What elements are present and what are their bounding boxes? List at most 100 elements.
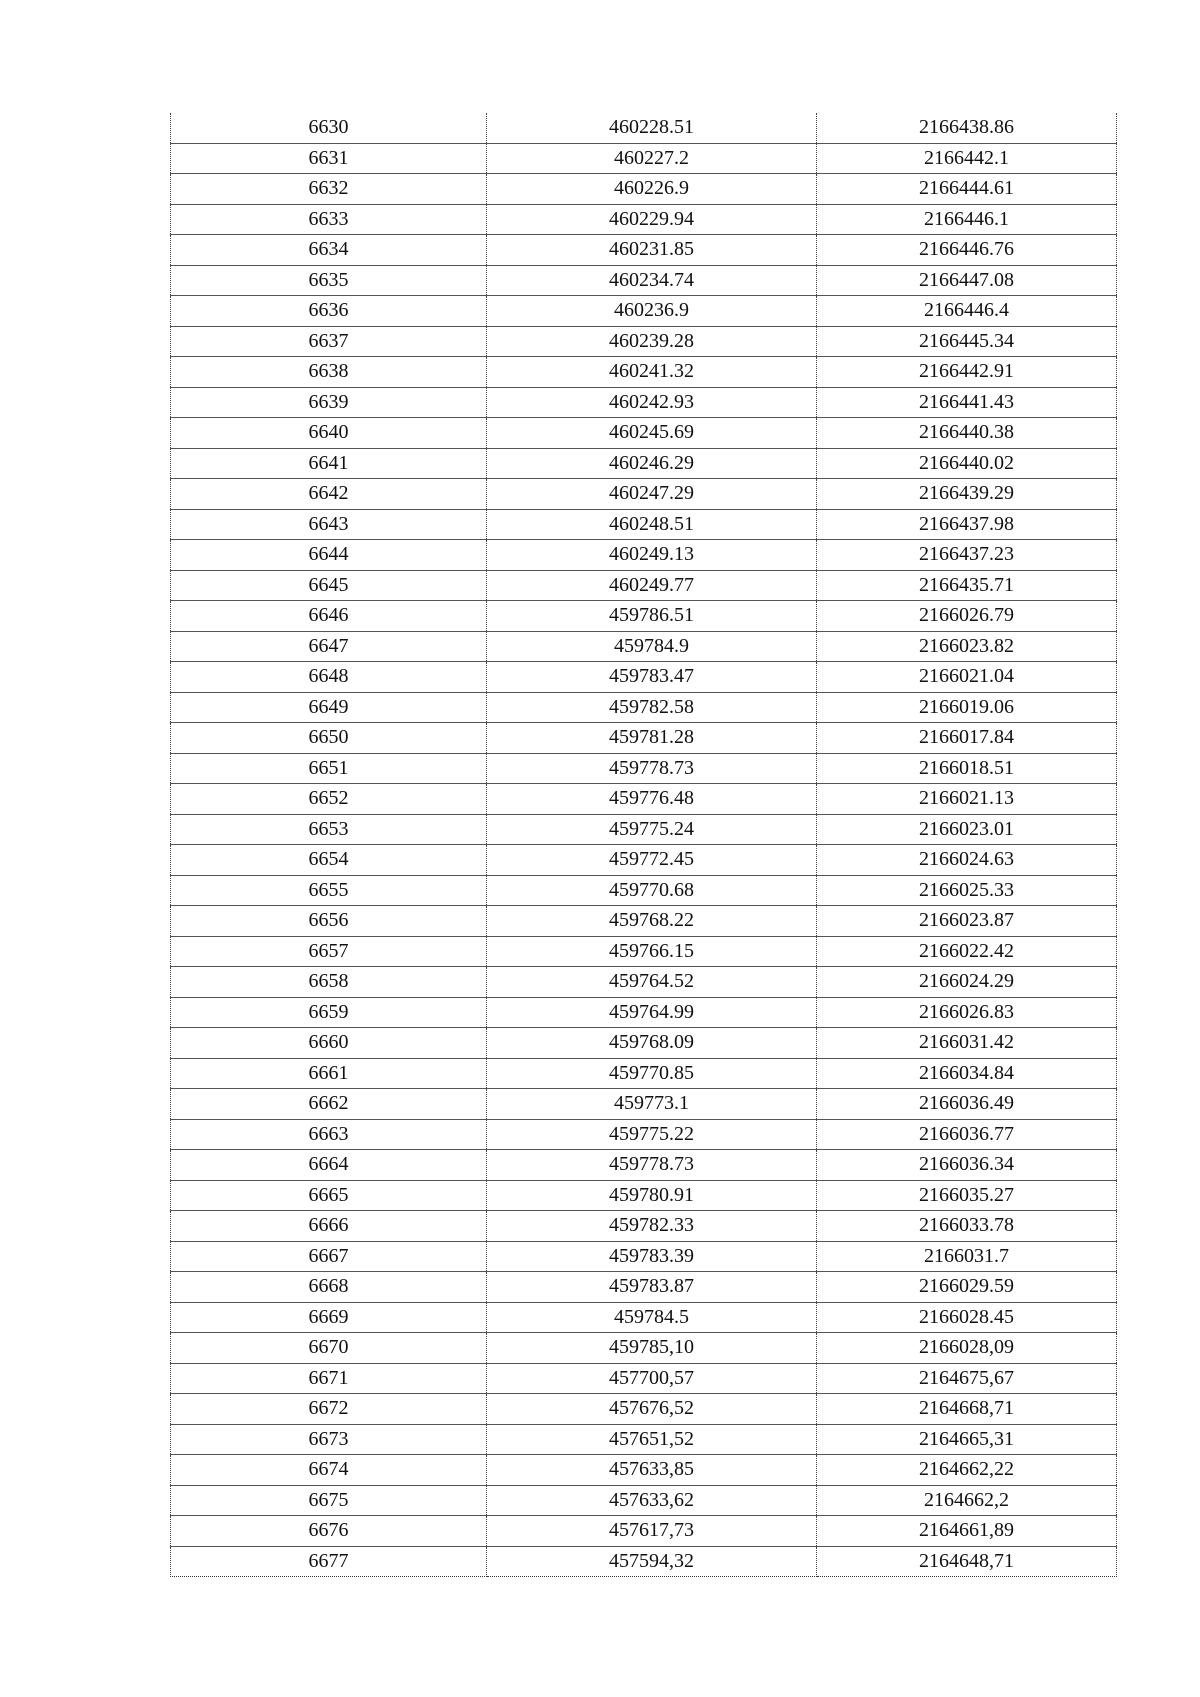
table-row: 6659 459764.99 2166026.83: [170, 996, 1117, 1028]
x-coordinate-cell: 459786.51: [486, 600, 817, 632]
table-row: 6648 459783.47 2166021.04: [170, 661, 1117, 693]
table-row: 6647 459784.9 2166023.82: [170, 630, 1117, 662]
x-coordinate-cell: 457700,57: [486, 1362, 817, 1394]
x-coordinate-cell: 460227.2: [486, 142, 817, 174]
table-row: 6638 460241.32 2166442.91: [170, 356, 1117, 388]
point-number-cell: 6658: [170, 966, 487, 998]
table-row: 6668 459783.87 2166029.59: [170, 1271, 1117, 1303]
y-coordinate-cell: 2164662,22: [816, 1454, 1117, 1486]
y-coordinate-cell: 2166028.45: [816, 1301, 1117, 1333]
table-row: 6670 459785,10 2166028,09: [170, 1332, 1117, 1364]
y-coordinate-cell: 2164661,89: [816, 1515, 1117, 1547]
y-coordinate-cell: 2166022.42: [816, 935, 1117, 967]
y-coordinate-cell: 2166440.38: [816, 417, 1117, 449]
table-row: 6656 459768.22 2166023.87: [170, 905, 1117, 937]
x-coordinate-cell: 457651,52: [486, 1423, 817, 1455]
x-coordinate-cell: 457633,62: [486, 1484, 817, 1516]
point-number-cell: 6660: [170, 1027, 487, 1059]
table-row: 6649 459782.58 2166019.06: [170, 691, 1117, 723]
x-coordinate-cell: 459784.5: [486, 1301, 817, 1333]
point-number-cell: 6632: [170, 173, 487, 205]
point-number-cell: 6631: [170, 142, 487, 174]
point-number-cell: 6667: [170, 1240, 487, 1272]
x-coordinate-cell: 457633,85: [486, 1454, 817, 1486]
point-number-cell: 6674: [170, 1454, 487, 1486]
x-coordinate-cell: 460228.51: [486, 113, 817, 144]
point-number-cell: 6633: [170, 203, 487, 235]
point-number-cell: 6644: [170, 539, 487, 571]
x-coordinate-cell: 457617,73: [486, 1515, 817, 1547]
x-coordinate-cell: 459764.52: [486, 966, 817, 998]
table-row: 6677 457594,32 2164648,71: [170, 1545, 1117, 1577]
y-coordinate-cell: 2166025.33: [816, 874, 1117, 906]
table-row: 6667 459783.39 2166031.7: [170, 1240, 1117, 1272]
x-coordinate-cell: 459766.15: [486, 935, 817, 967]
point-number-cell: 6668: [170, 1271, 487, 1303]
y-coordinate-cell: 2166026.83: [816, 996, 1117, 1028]
table-row: 6644 460249.13 2166437.23: [170, 539, 1117, 571]
y-coordinate-cell: 2166446.76: [816, 234, 1117, 266]
y-coordinate-cell: 2166031.42: [816, 1027, 1117, 1059]
y-coordinate-cell: 2166029.59: [816, 1271, 1117, 1303]
table-row: 6669 459784.5 2166028.45: [170, 1301, 1117, 1333]
y-coordinate-cell: 2166439.29: [816, 478, 1117, 510]
y-coordinate-cell: 2166036.49: [816, 1088, 1117, 1120]
x-coordinate-cell: 459764.99: [486, 996, 817, 1028]
point-number-cell: 6639: [170, 386, 487, 418]
table-row: 6631 460227.2 2166442.1: [170, 142, 1117, 174]
table-row: 6666 459782.33 2166033.78: [170, 1210, 1117, 1242]
x-coordinate-cell: 459775.24: [486, 813, 817, 845]
table-row: 6651 459778.73 2166018.51: [170, 752, 1117, 784]
table-row: 6676 457617,73 2164661,89: [170, 1515, 1117, 1547]
x-coordinate-cell: 459785,10: [486, 1332, 817, 1364]
table-row: 6672 457676,52 2164668,71: [170, 1393, 1117, 1425]
point-number-cell: 6653: [170, 813, 487, 845]
point-number-cell: 6655: [170, 874, 487, 906]
x-coordinate-cell: 459782.33: [486, 1210, 817, 1242]
x-coordinate-cell: 460248.51: [486, 508, 817, 540]
y-coordinate-cell: 2166021.04: [816, 661, 1117, 693]
point-number-cell: 6656: [170, 905, 487, 937]
table-row: 6645 460249.77 2166435.71: [170, 569, 1117, 601]
point-number-cell: 6676: [170, 1515, 487, 1547]
y-coordinate-cell: 2166036.77: [816, 1118, 1117, 1150]
y-coordinate-cell: 2166035.27: [816, 1179, 1117, 1211]
table-row: 6662 459773.1 2166036.49: [170, 1088, 1117, 1120]
point-number-cell: 6634: [170, 234, 487, 266]
table-row: 6646 459786.51 2166026.79: [170, 600, 1117, 632]
point-number-cell: 6650: [170, 722, 487, 754]
table-row: 6663 459775.22 2166036.77: [170, 1118, 1117, 1150]
table-row: 6637 460239.28 2166445.34: [170, 325, 1117, 357]
y-coordinate-cell: 2166435.71: [816, 569, 1117, 601]
y-coordinate-cell: 2164675,67: [816, 1362, 1117, 1394]
table-row: 6639 460242.93 2166441.43: [170, 386, 1117, 418]
y-coordinate-cell: 2166024.63: [816, 844, 1117, 876]
y-coordinate-cell: 2166023.87: [816, 905, 1117, 937]
table-row: 6640 460245.69 2166440.38: [170, 417, 1117, 449]
x-coordinate-cell: 460234.74: [486, 264, 817, 296]
point-number-cell: 6643: [170, 508, 487, 540]
table-row: 6635 460234.74 2166447.08: [170, 264, 1117, 296]
y-coordinate-cell: 2166023.82: [816, 630, 1117, 662]
y-coordinate-cell: 2166446.1: [816, 203, 1117, 235]
y-coordinate-cell: 2166441.43: [816, 386, 1117, 418]
table-row: 6661 459770.85 2166034.84: [170, 1057, 1117, 1089]
x-coordinate-cell: 459782.58: [486, 691, 817, 723]
y-coordinate-cell: 2164662,2: [816, 1484, 1117, 1516]
point-number-cell: 6640: [170, 417, 487, 449]
x-coordinate-cell: 460239.28: [486, 325, 817, 357]
point-number-cell: 6637: [170, 325, 487, 357]
table-row: 6636 460236.9 2166446.4: [170, 295, 1117, 327]
table-row: 6633 460229.94 2166446.1: [170, 203, 1117, 235]
table-row: 6660 459768.09 2166031.42: [170, 1027, 1117, 1059]
table-row: 6671 457700,57 2164675,67: [170, 1362, 1117, 1394]
x-coordinate-cell: 459775.22: [486, 1118, 817, 1150]
y-coordinate-cell: 2166446.4: [816, 295, 1117, 327]
point-number-cell: 6659: [170, 996, 487, 1028]
x-coordinate-cell: 460226.9: [486, 173, 817, 205]
point-number-cell: 6647: [170, 630, 487, 662]
table-row: 6675 457633,62 2164662,2: [170, 1484, 1117, 1516]
x-coordinate-cell: 459776.48: [486, 783, 817, 815]
y-coordinate-cell: 2166437.23: [816, 539, 1117, 571]
table-row: 6665 459780.91 2166035.27: [170, 1179, 1117, 1211]
